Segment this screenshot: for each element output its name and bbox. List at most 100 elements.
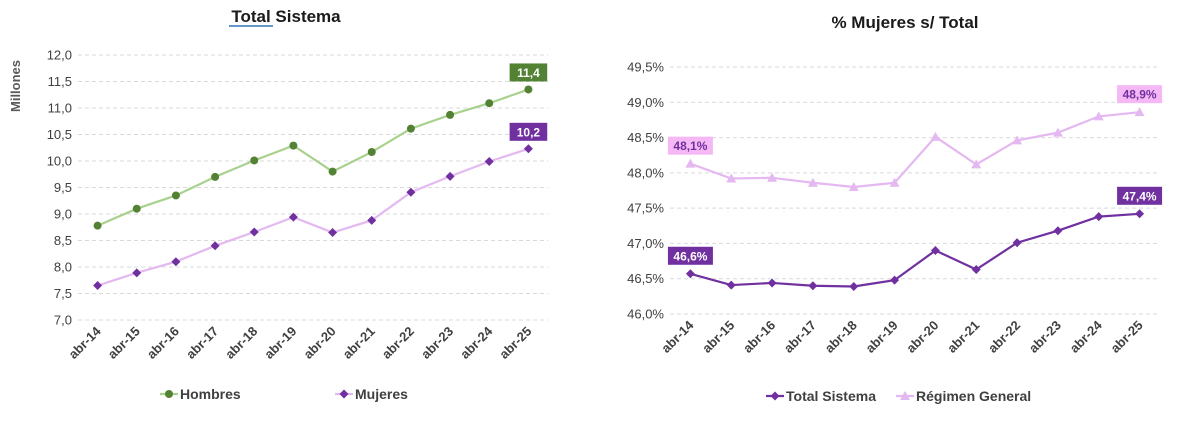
data-point — [889, 177, 900, 187]
data-point — [807, 177, 818, 187]
right-chart-title: % Mujeres s/ Total — [831, 13, 978, 32]
data-point — [1093, 111, 1104, 121]
data-point — [726, 173, 737, 183]
data-point — [406, 124, 415, 133]
data-point — [210, 241, 220, 251]
data-point — [1094, 212, 1104, 222]
legend-marker — [165, 390, 173, 398]
data-label-box — [509, 63, 548, 82]
legend-label: Total Sistema — [786, 388, 876, 404]
left-chart: 7,0 7,5 8,0 8,5 9,0 9,5 10,0 10,5 11,0 11,5 12,0 ab… — [47, 48, 548, 402]
data-point — [211, 172, 220, 181]
legend-label: Mujeres — [355, 386, 408, 402]
data-label: 10,2 — [517, 125, 541, 139]
data-point — [1052, 127, 1063, 137]
data-label-box — [1117, 186, 1163, 205]
data-point — [1135, 209, 1145, 219]
x-tick-label: abr-16 — [144, 324, 182, 362]
data-point — [767, 278, 777, 288]
data-point — [971, 265, 981, 275]
data-point — [685, 269, 695, 279]
x-tick-label: abr-20 — [300, 324, 338, 362]
data-point — [93, 221, 102, 230]
y-tick-label: 11,5 — [48, 74, 72, 89]
y-tick-label: 48,0% — [627, 165, 664, 180]
series-line-régimen-general — [690, 111, 1140, 189]
data-point — [445, 171, 455, 181]
x-tick-label: abr-19 — [862, 318, 900, 356]
right-chart: 46,0% 46,5% 47,0% 47,5% 48,0% 48,5% 49,0% 49,5%… — [627, 60, 1163, 404]
y-tick-label: 12,0 — [47, 48, 72, 63]
data-point — [485, 99, 494, 108]
legend-label: Hombres — [180, 386, 241, 402]
data-point — [93, 281, 103, 291]
data-point — [367, 215, 377, 225]
y-tick-label: 7,5 — [54, 286, 72, 301]
data-label: 47,4% — [1123, 189, 1157, 203]
data-point — [132, 204, 141, 213]
x-tick-label: abr-22 — [379, 324, 417, 362]
x-tick-label: abr-18 — [222, 324, 260, 362]
x-tick-label: abr-22 — [985, 318, 1023, 356]
data-point — [971, 159, 982, 169]
legend-marker — [770, 391, 780, 401]
y-tick-label: 46,5% — [627, 271, 664, 286]
data-point — [767, 172, 778, 182]
data-point — [524, 85, 533, 94]
x-tick-label: abr-15 — [105, 324, 143, 362]
y-tick-label: 47,0% — [627, 236, 664, 251]
x-tick-label: abr-15 — [699, 318, 737, 356]
data-point — [1053, 226, 1063, 236]
data-point — [523, 144, 533, 154]
data-point — [1012, 238, 1022, 248]
data-point — [484, 157, 494, 167]
x-tick-label: abr-16 — [740, 318, 778, 356]
data-label-box — [667, 246, 713, 265]
data-label-box — [1117, 85, 1163, 104]
x-tick-label: abr-25 — [1107, 318, 1145, 356]
y-tick-label: 49,5% — [627, 60, 664, 75]
data-point — [328, 228, 338, 238]
data-label: 48,1% — [673, 139, 707, 153]
x-tick-label: abr-18 — [822, 318, 860, 356]
y-tick-label: 47,5% — [627, 201, 664, 216]
data-point — [446, 110, 455, 119]
data-point — [726, 280, 736, 290]
x-tick-label: abr-20 — [903, 318, 941, 356]
y-tick-label: 46,0% — [627, 307, 664, 322]
x-tick-label: abr-21 — [340, 324, 378, 362]
y-tick-label: 10,0 — [47, 154, 72, 169]
data-point — [808, 281, 818, 291]
data-point — [249, 227, 259, 237]
data-point — [328, 167, 337, 176]
left-y-axis-label: Millones — [8, 60, 23, 112]
data-point — [288, 212, 298, 222]
data-point — [171, 257, 181, 267]
legend-marker — [339, 389, 349, 399]
x-tick-label: abr-21 — [944, 318, 982, 356]
series-line-hombres — [97, 88, 529, 227]
data-label: 11,4 — [517, 66, 540, 80]
data-point — [1012, 135, 1023, 145]
data-point — [930, 131, 941, 141]
x-tick-label: abr-23 — [1026, 318, 1064, 356]
left-chart-title: Total Sistema — [231, 7, 341, 26]
x-tick-label: abr-19 — [261, 324, 299, 362]
series-line-mujeres — [97, 147, 529, 287]
data-point — [406, 187, 416, 197]
y-tick-label: 10,5 — [47, 127, 72, 142]
data-point — [132, 268, 142, 278]
series-line-total-sistema — [690, 212, 1140, 288]
data-label-box — [667, 136, 713, 155]
data-label: 48,9% — [1123, 88, 1157, 102]
data-point — [367, 147, 376, 156]
data-point — [848, 181, 859, 191]
x-tick-label: abr-14 — [65, 323, 104, 362]
x-tick-label: abr-24 — [457, 323, 496, 362]
y-tick-label: 9,0 — [54, 207, 72, 222]
x-tick-label: abr-17 — [183, 324, 221, 362]
y-tick-label: 7,0 — [54, 313, 72, 328]
y-tick-label: 11,0 — [48, 101, 72, 116]
x-tick-label: abr-25 — [496, 324, 534, 362]
